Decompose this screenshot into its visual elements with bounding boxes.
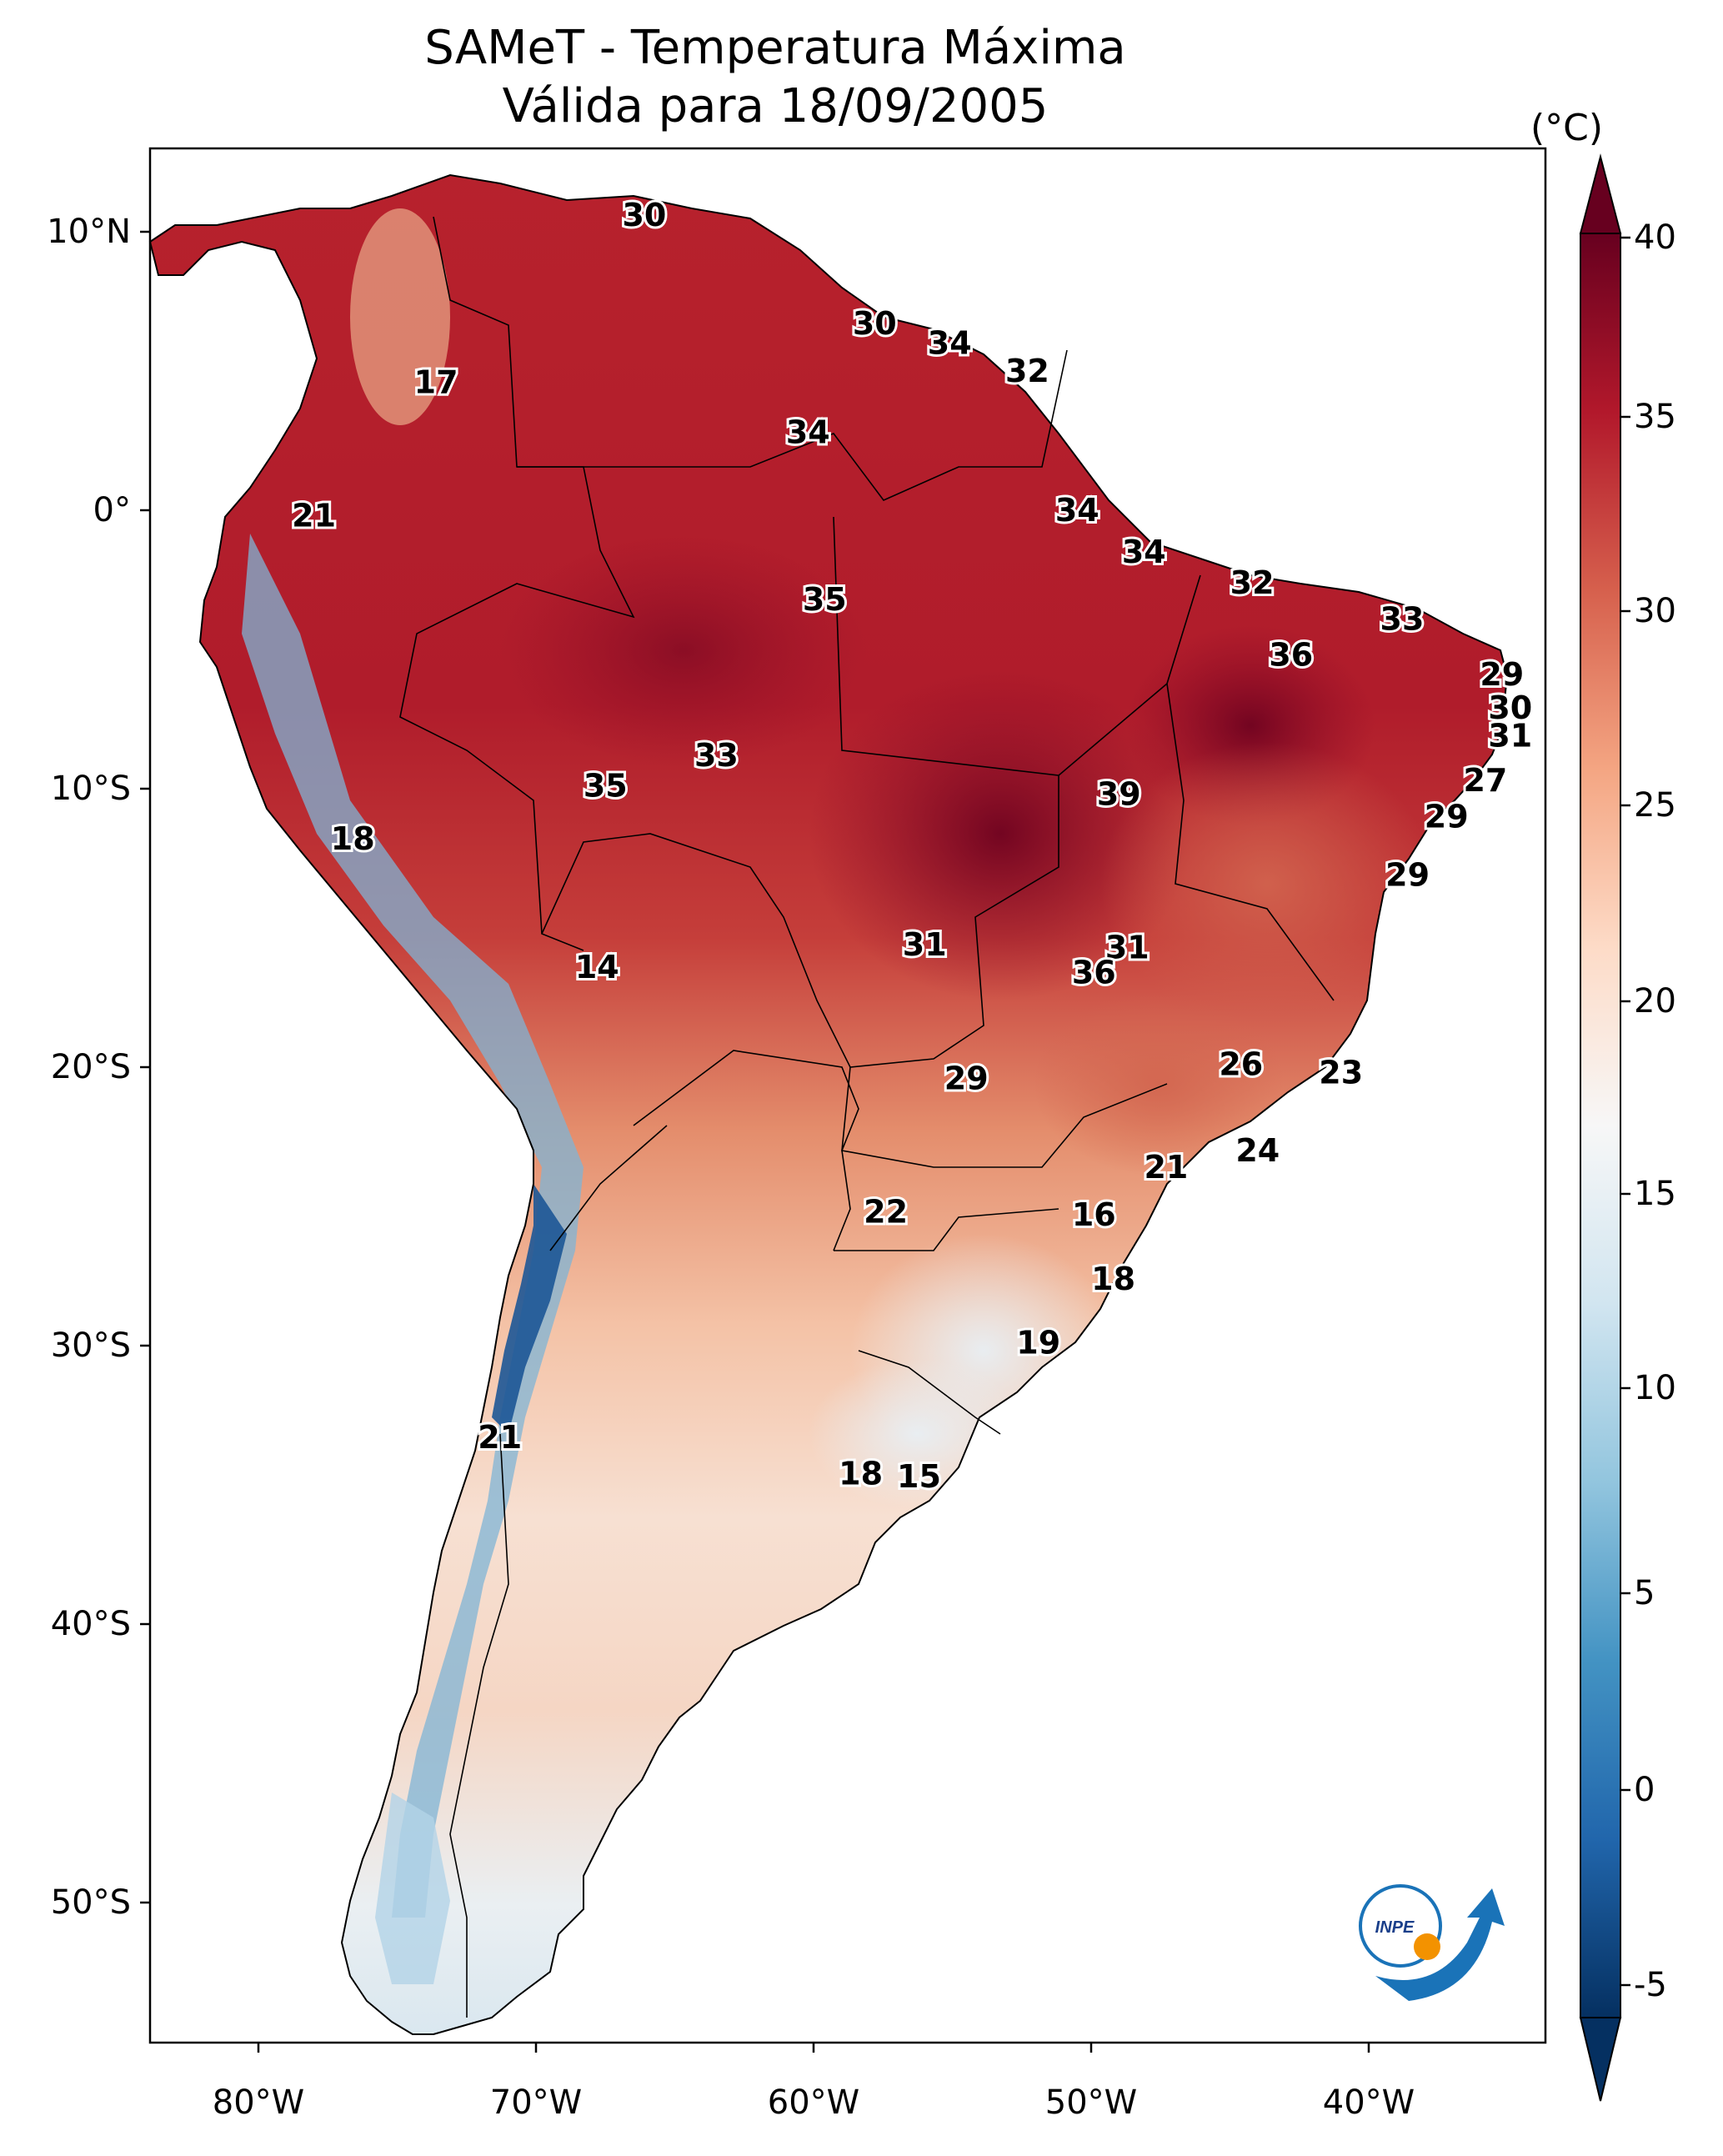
temperature-label: 14 bbox=[575, 949, 619, 985]
temperature-label: 32 bbox=[1005, 353, 1049, 389]
temperature-label: 30 bbox=[622, 197, 666, 233]
coastline bbox=[148, 173, 1509, 2035]
lat-tick-label: 40°S bbox=[50, 1605, 131, 1643]
temperature-label: 39 bbox=[1097, 776, 1141, 813]
temperature-label: 21 bbox=[292, 498, 336, 534]
colorbar bbox=[1579, 153, 1630, 2102]
temperature-label: 18 bbox=[1091, 1261, 1135, 1297]
colorbar-tick-label: 5 bbox=[1634, 1574, 1655, 1612]
map-frame bbox=[148, 147, 1547, 2044]
lon-tick-label: 80°W bbox=[212, 2083, 305, 2122]
country-borders bbox=[399, 216, 1335, 2018]
temperature-label: 36 bbox=[1072, 954, 1116, 990]
temperature-label: 27 bbox=[1463, 762, 1507, 799]
temperature-label: 18 bbox=[839, 1456, 883, 1492]
colorbar-tick-label: 40 bbox=[1634, 218, 1676, 257]
temperature-label: 33 bbox=[1380, 600, 1425, 637]
colorbar-unit: (°C) bbox=[1530, 107, 1604, 149]
temperature-label: 34 bbox=[928, 325, 972, 362]
temperature-label: 35 bbox=[584, 768, 628, 805]
temperature-label: 29 bbox=[1425, 798, 1469, 835]
lon-tick-label: 50°W bbox=[1044, 2083, 1138, 2122]
lon-tick-label: 70°W bbox=[489, 2083, 583, 2122]
colorbar-tick-label: 35 bbox=[1634, 398, 1676, 436]
temperature-label: 19 bbox=[1016, 1325, 1060, 1361]
figure-title: SAMeT - Temperatura Máxima bbox=[424, 21, 1126, 75]
lat-tick-label: 50°S bbox=[50, 1883, 131, 1922]
temperature-label: 21 bbox=[478, 1419, 522, 1456]
inpe-logo: INPE bbox=[1359, 1884, 1505, 2001]
temperature-label: 16 bbox=[1072, 1196, 1116, 1233]
temperature-label: 31 bbox=[903, 926, 947, 963]
temperature-label: 36 bbox=[1269, 637, 1313, 674]
colorbar-tick-label: 20 bbox=[1634, 982, 1676, 1020]
temperature-label: 23 bbox=[1319, 1055, 1363, 1091]
temperature-label: 17 bbox=[414, 364, 458, 400]
lon-tick-label: 60°W bbox=[767, 2083, 860, 2122]
temperature-label: 24 bbox=[1235, 1132, 1280, 1169]
temperature-label: 34 bbox=[786, 414, 830, 451]
temperature-label: 34 bbox=[1055, 492, 1099, 529]
temperature-label: 22 bbox=[864, 1194, 908, 1231]
temperature-label: 35 bbox=[803, 581, 847, 618]
temperature-label: 31 bbox=[1488, 718, 1532, 755]
lat-tick-label: 10°N bbox=[47, 213, 131, 251]
temperature-label: 15 bbox=[897, 1458, 941, 1495]
lat-tick-label: 20°S bbox=[50, 1048, 131, 1086]
inpe-logo-text: INPE bbox=[1375, 1918, 1415, 1937]
lat-tick-label: 10°S bbox=[50, 770, 131, 808]
lon-tick-label: 40°W bbox=[1322, 2083, 1415, 2122]
temperature-label: 29 bbox=[1480, 656, 1524, 693]
temperature-label: 34 bbox=[1122, 534, 1166, 570]
lat-tick-label: 30°S bbox=[50, 1326, 131, 1365]
temperature-label: 32 bbox=[1230, 564, 1275, 601]
colorbar-tick-label: 30 bbox=[1634, 592, 1676, 630]
temperature-label: 29 bbox=[944, 1060, 989, 1096]
temperature-label: 33 bbox=[694, 737, 739, 774]
temperature-label: 18 bbox=[331, 820, 375, 857]
lat-tick-label: 0° bbox=[93, 491, 131, 529]
colorbar-tick-label: 25 bbox=[1634, 786, 1676, 825]
colorbar-tick-label: 10 bbox=[1634, 1369, 1676, 1407]
temperature-label: 30 bbox=[853, 305, 897, 342]
temperature-label: 31 bbox=[1105, 929, 1150, 965]
figure-subtitle: Válida para 18/09/2005 bbox=[502, 79, 1049, 133]
temperature-label: 29 bbox=[1385, 857, 1430, 894]
colorbar-tick-label: 15 bbox=[1634, 1175, 1676, 1213]
colorbar-tick-label: 0 bbox=[1634, 1771, 1655, 1809]
colorbar-tick-label: -5 bbox=[1634, 1966, 1667, 2004]
temperature-label: 30 bbox=[1488, 689, 1532, 726]
axis-tick-marks bbox=[140, 230, 1370, 2053]
temperature-label: 26 bbox=[1219, 1046, 1263, 1083]
temperature-label: 21 bbox=[1144, 1149, 1188, 1186]
